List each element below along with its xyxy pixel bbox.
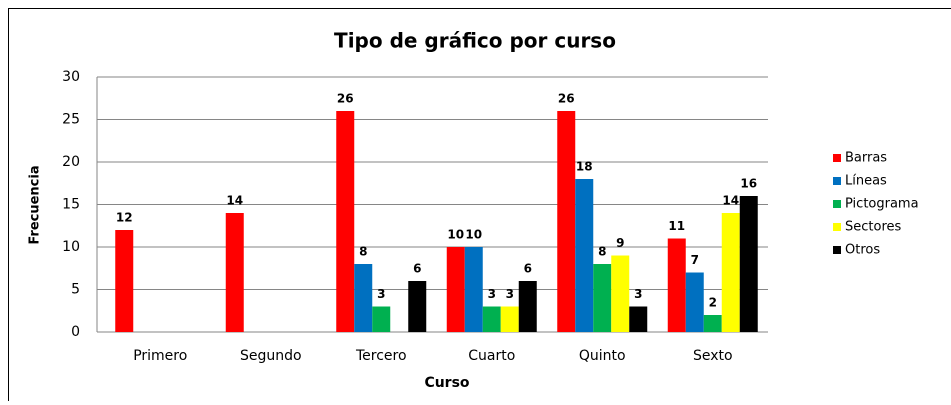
y-tick-label: 15 [62,197,80,213]
value-label: 3 [506,287,514,301]
legend-swatch [833,200,841,208]
bar [668,239,686,333]
x-tick-label: Tercero [355,348,407,364]
value-label: 9 [616,236,624,250]
legend-swatch [833,246,841,254]
bar [447,247,465,332]
bar [115,230,133,332]
bar [686,273,704,333]
value-label: 6 [413,262,421,276]
bar [704,315,722,332]
x-tick-label: Segundo [240,348,302,364]
bar [465,247,483,332]
value-label: 10 [465,228,482,242]
y-tick-label: 25 [62,112,80,128]
y-tick-label: 20 [62,154,80,170]
value-label: 3 [634,287,642,301]
value-label: 14 [722,194,739,208]
bar [354,264,372,332]
x-tick-label: Primero [133,348,187,364]
value-label: 3 [488,287,496,301]
bar [372,307,390,333]
value-label: 16 [740,177,757,191]
bar [336,111,354,332]
value-label: 2 [709,296,717,310]
value-label: 26 [558,92,575,106]
bar [519,281,537,332]
y-axis-title: Frecuencia [28,165,43,244]
legend-label: Sectores [845,220,902,235]
legend-swatch [833,223,841,231]
value-label: 3 [377,287,385,301]
x-axis-title: Curso [424,375,469,391]
y-tick-label: 0 [71,324,80,340]
value-label: 8 [359,245,367,259]
bar [722,213,740,332]
bar [557,111,575,332]
bar [483,307,501,333]
legend-swatch [833,177,841,185]
value-label: 10 [447,228,464,242]
bar [593,264,611,332]
legend-label: Líneas [845,174,887,189]
value-label: 18 [576,160,593,174]
bar [501,307,519,333]
legend-label: Pictograma [845,197,919,212]
bar [611,256,629,333]
value-label: 11 [668,219,685,233]
value-label: 6 [524,262,532,276]
legend-swatch [833,154,841,162]
value-label: 26 [337,92,354,106]
bar [629,307,647,333]
bar [575,179,593,332]
x-tick-label: Cuarto [468,348,515,364]
bar [226,213,244,332]
x-tick-label: Quinto [579,348,626,364]
bar [740,196,758,332]
y-tick-label: 5 [71,282,80,298]
legend-label: Barras [845,151,887,166]
y-tick-label: 30 [62,69,80,85]
bar [408,281,426,332]
x-tick-label: Sexto [693,348,733,364]
chart-title: Tipo de gráfico por curso [334,29,616,53]
y-tick-label: 10 [62,239,80,255]
value-label: 7 [691,253,699,267]
value-label: 8 [598,245,606,259]
value-label: 12 [116,211,133,225]
value-label: 14 [226,194,243,208]
legend-label: Otros [845,243,880,258]
